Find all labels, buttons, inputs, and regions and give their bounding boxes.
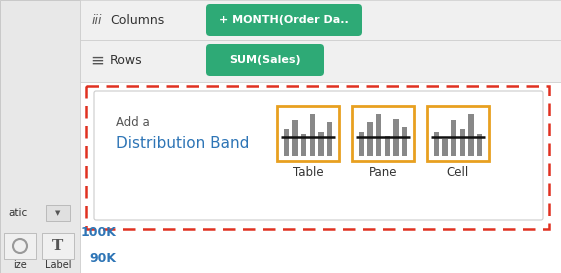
- Bar: [451, 120, 456, 156]
- Bar: [402, 127, 407, 156]
- Text: Pane: Pane: [369, 166, 397, 179]
- Text: ≡: ≡: [90, 52, 104, 70]
- Text: Distribution Band: Distribution Band: [116, 135, 250, 150]
- Bar: [86, 86, 549, 229]
- Text: 100K: 100K: [80, 225, 116, 239]
- Text: SUM(Sales): SUM(Sales): [229, 55, 301, 65]
- Bar: [80, 40, 561, 82]
- Bar: [292, 120, 297, 156]
- Text: Add a: Add a: [116, 115, 150, 129]
- FancyBboxPatch shape: [206, 44, 324, 76]
- Bar: [319, 132, 324, 156]
- Bar: [301, 134, 306, 156]
- Bar: [4, 233, 36, 259]
- Bar: [376, 114, 381, 156]
- Bar: [359, 132, 364, 156]
- Text: ▼: ▼: [56, 210, 61, 216]
- FancyBboxPatch shape: [94, 91, 543, 220]
- Bar: [427, 105, 489, 161]
- Text: ize: ize: [13, 260, 27, 270]
- Bar: [367, 122, 373, 156]
- Bar: [468, 114, 473, 156]
- Bar: [477, 134, 482, 156]
- FancyBboxPatch shape: [206, 4, 362, 36]
- Text: iii: iii: [92, 13, 103, 26]
- Text: Label: Label: [45, 260, 71, 270]
- Bar: [42, 233, 74, 259]
- Bar: [0, 0, 80, 273]
- Bar: [385, 136, 390, 156]
- Text: Table: Table: [293, 166, 323, 179]
- Bar: [443, 139, 448, 156]
- Text: Columns: Columns: [110, 13, 164, 26]
- Bar: [327, 122, 332, 156]
- Bar: [352, 105, 414, 161]
- Bar: [80, 0, 561, 40]
- Bar: [460, 129, 465, 156]
- Bar: [80, 82, 561, 273]
- Bar: [284, 129, 289, 156]
- Text: Cell: Cell: [447, 166, 469, 179]
- Text: 90K: 90K: [89, 251, 116, 265]
- Bar: [310, 114, 315, 156]
- Text: + MONTH(Order Da..: + MONTH(Order Da..: [219, 15, 349, 25]
- Text: atic: atic: [8, 208, 27, 218]
- Bar: [277, 105, 339, 161]
- Bar: [46, 205, 70, 221]
- Bar: [434, 132, 439, 156]
- Bar: [393, 119, 398, 156]
- Text: T: T: [52, 239, 63, 253]
- Text: Rows: Rows: [110, 55, 142, 67]
